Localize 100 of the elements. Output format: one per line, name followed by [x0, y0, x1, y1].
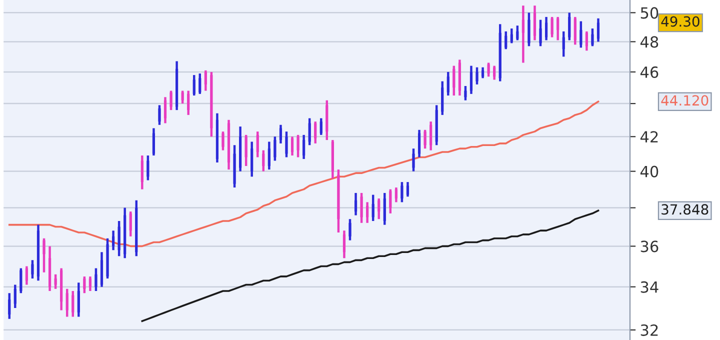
y-tick-label: 42: [640, 131, 658, 142]
y-tick-label: 32: [640, 324, 658, 336]
candlestick: [129, 210, 132, 238]
candlestick: [596, 17, 600, 43]
candlestick: [544, 16, 548, 42]
candlestick: [372, 194, 374, 222]
candlestick: [296, 134, 300, 158]
y-tick-label: 50: [640, 7, 658, 19]
candlestick: [337, 168, 340, 234]
candlestick: [290, 136, 294, 157]
candlestick: [430, 120, 432, 152]
line-series: [141, 210, 600, 322]
candlestick: [452, 64, 456, 97]
candlestick: [493, 64, 496, 81]
candlestick: [8, 292, 11, 320]
candlestick: [204, 69, 207, 92]
candlestick: [106, 237, 109, 280]
candlestick: [528, 12, 530, 48]
candlestick: [389, 188, 392, 215]
candlestick: [181, 90, 184, 105]
candlestick: [88, 275, 92, 292]
candlestick: [94, 267, 98, 292]
candlestick: [348, 218, 352, 242]
candlestick: [158, 104, 161, 126]
candlestick: [568, 12, 571, 42]
candlestick: [140, 154, 144, 190]
candlestick: [354, 192, 358, 216]
candlestick: [54, 273, 57, 290]
candlestick: [360, 192, 363, 224]
candlestick: [400, 180, 404, 204]
candlestick: [342, 229, 346, 260]
candlestick: [504, 30, 508, 50]
candlestick: [487, 62, 490, 78]
candlestick: [446, 70, 450, 97]
candlestick: [262, 149, 265, 172]
candlestick: [320, 117, 322, 136]
candlestick: [222, 130, 224, 152]
candlestick: [42, 237, 46, 274]
candlestick: [510, 27, 513, 44]
candlestick: [378, 197, 380, 220]
candlestick: [250, 140, 254, 178]
candlestick: [580, 20, 582, 49]
candlestick: [516, 24, 519, 42]
candlestick: [146, 154, 150, 182]
candlestick: [418, 128, 421, 158]
candlestick: [366, 201, 369, 224]
candlestick: [198, 72, 202, 96]
candlestick: [302, 134, 306, 160]
candlestick: [476, 66, 478, 86]
candlestick: [170, 90, 172, 112]
candlestick: [233, 144, 236, 189]
candlestick: [77, 282, 80, 318]
text: 44.120: [661, 95, 708, 106]
candlestick: [470, 64, 473, 96]
candlestick: [585, 30, 588, 52]
candlestick: [66, 288, 68, 318]
candlestick: [522, 4, 524, 64]
candlestick: [533, 4, 536, 42]
candlestick: [72, 290, 74, 318]
candlestick: [256, 130, 259, 158]
candlestick: [326, 99, 328, 142]
candlestick: [424, 128, 426, 150]
candlestick: [244, 134, 248, 168]
candlestick: [435, 104, 438, 146]
candlestick: [14, 284, 16, 310]
candlestick: [314, 120, 317, 145]
candlestick: [187, 90, 190, 116]
candlestick: [383, 192, 386, 226]
y-tick-label: 40: [640, 166, 658, 178]
candlestick: [31, 259, 34, 280]
candlestick: [562, 30, 565, 58]
y-tick-label: 48: [640, 36, 658, 48]
candlestick: [550, 16, 554, 38]
candlestick: [412, 147, 415, 172]
text: 37.848: [662, 204, 708, 215]
candlestick: [394, 186, 398, 204]
candlestick: [20, 267, 22, 294]
candlestick: [279, 124, 282, 145]
y-tick-label: 46: [640, 66, 658, 78]
candlestick: [591, 27, 594, 48]
candlestick: [118, 220, 120, 258]
candlestick: [285, 130, 288, 158]
candlestick: [268, 140, 270, 171]
candlestick: [192, 74, 196, 97]
candlestick: [112, 229, 115, 252]
candlestick: [574, 16, 576, 46]
candlestick: [464, 84, 467, 102]
candlestick: [152, 127, 156, 157]
candlestick: [539, 18, 542, 48]
candlestick: [83, 275, 86, 294]
y-tick-label: 36: [640, 240, 658, 252]
candlestick: [556, 16, 560, 42]
candlestick: [406, 180, 410, 198]
candlestick: [164, 96, 167, 124]
candlestick: [25, 265, 28, 286]
candlestick: [210, 70, 213, 138]
text: 49.30: [661, 16, 700, 27]
candlestick: [308, 117, 311, 146]
y-tick-label: 34: [640, 281, 658, 293]
candlestick: [274, 136, 276, 162]
